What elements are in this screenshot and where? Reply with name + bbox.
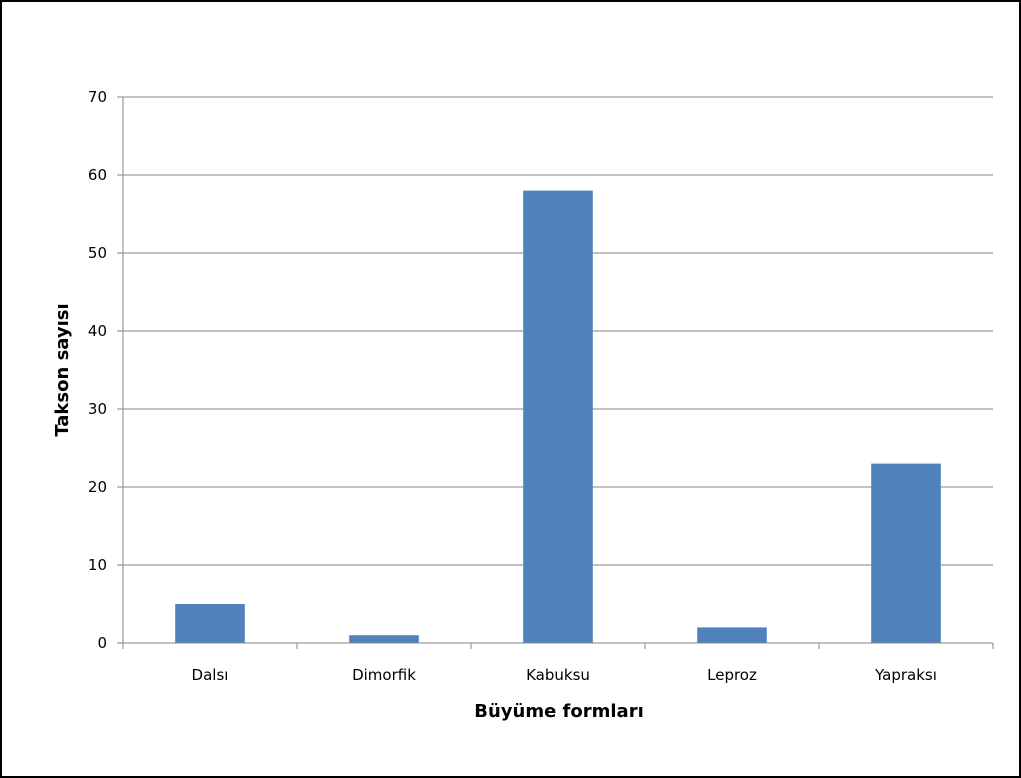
bar: [349, 635, 419, 643]
y-tick-label: 20: [88, 478, 107, 496]
y-tick-label: 50: [88, 244, 107, 262]
x-tick-label: Kabuksu: [526, 666, 590, 684]
x-tick-label: Dimorfik: [352, 666, 416, 684]
x-tick-labels: Dalsı Dimorfik Kabuksu Leproz Yapraksı: [192, 666, 937, 684]
axes: [117, 96, 994, 649]
y-tick-label: 0: [97, 634, 107, 652]
y-tick-label: 40: [88, 322, 107, 340]
x-axis-title: Büyüme formları: [474, 701, 644, 722]
x-tick-label: Leproz: [707, 666, 757, 684]
bar: [697, 627, 767, 643]
y-tick-label: 70: [88, 88, 107, 106]
y-tick-label: 10: [88, 556, 107, 574]
x-tick-label: Dalsı: [192, 666, 229, 684]
bar: [175, 604, 245, 643]
y-tick-label: 30: [88, 400, 107, 418]
y-tick-label: 60: [88, 166, 107, 184]
bar: [871, 463, 941, 643]
y-tick-labels: 0 10 20 30 40 50 60 70: [88, 88, 107, 652]
bars: [175, 190, 941, 643]
x-tick-label: Yapraksı: [874, 666, 937, 684]
bar: [523, 190, 593, 643]
y-axis-title: Takson sayısı: [52, 303, 73, 436]
